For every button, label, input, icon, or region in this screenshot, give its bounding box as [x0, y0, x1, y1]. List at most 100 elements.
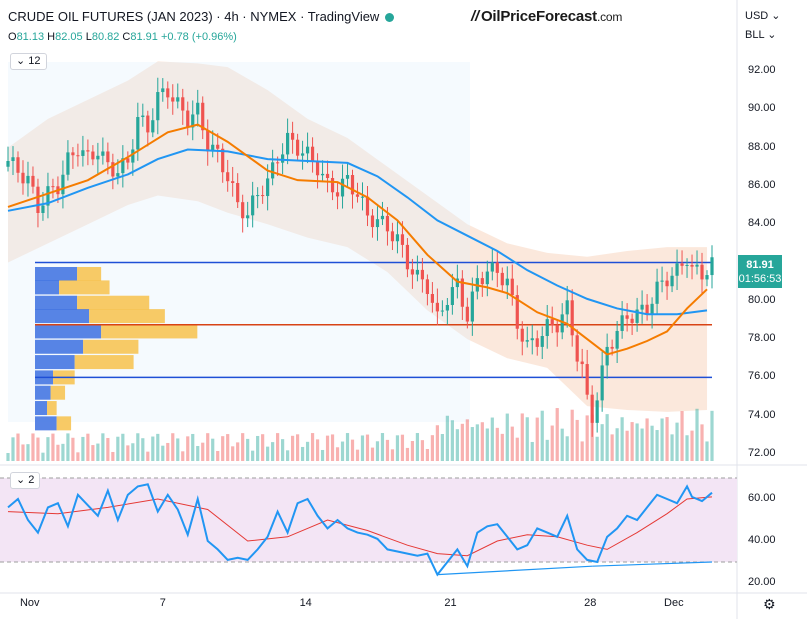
candle-body [515, 295, 519, 329]
currency-selector[interactable]: USD ⌄ [745, 10, 781, 22]
candle-body [186, 110, 190, 128]
volume-bar [460, 423, 464, 461]
volume-bar [325, 435, 330, 461]
candles [6, 77, 714, 461]
volume-bar [435, 425, 439, 461]
volume-bar [415, 433, 420, 461]
candle-body [565, 300, 569, 315]
volume-profile-bar-up [35, 295, 78, 310]
candle-body [171, 97, 175, 102]
volume-bar [645, 418, 649, 461]
candle-body [510, 278, 514, 296]
candle-body [675, 263, 679, 276]
candle-body [290, 132, 295, 140]
volume-profile-bar-up [35, 339, 84, 354]
volume-bar [261, 434, 265, 461]
candle-body [650, 303, 654, 315]
candle-body [101, 151, 105, 156]
candle-body [176, 97, 180, 102]
candle-body [640, 304, 644, 310]
volume-profile-bar-down [77, 295, 150, 310]
candle-body [76, 155, 80, 157]
main-indicators-toggle[interactable]: ⌄ 12 [10, 53, 47, 70]
high-value: 82.05 [55, 31, 83, 43]
volume-bar [515, 437, 519, 461]
candle-body [390, 231, 395, 242]
candle-body [550, 319, 554, 326]
volume-profile-bar-up [35, 401, 48, 416]
volume-bar [465, 419, 469, 461]
volume-bar [16, 433, 20, 461]
candle-body [520, 328, 524, 342]
volume-bar [530, 441, 534, 461]
volume-bar [310, 433, 315, 461]
close-value: 81.91 [130, 31, 158, 43]
volume-bar [635, 423, 639, 461]
rsi-indicators-toggle[interactable]: ⌄ 2 [10, 472, 41, 489]
volume-bar [670, 434, 674, 461]
volume-profile-bar-down [101, 324, 198, 339]
volume-bar [545, 439, 549, 461]
price-tick-label: 78.00 [748, 332, 776, 345]
volume-bar [470, 427, 474, 461]
volume-bar [256, 435, 260, 461]
ma-fast-line [7, 123, 708, 356]
volume-bar [360, 435, 365, 461]
unit-selector[interactable]: BLL ⌄ [745, 29, 777, 41]
volume-bar [286, 450, 290, 461]
candle-body [490, 262, 494, 272]
volume-bar [405, 447, 410, 461]
open-label: O [8, 31, 17, 43]
candle-body [625, 315, 629, 319]
volume-profile-bar-down [89, 309, 165, 324]
volume-bar [610, 434, 614, 461]
candle-body [645, 304, 649, 315]
candle-body [216, 144, 220, 149]
volume-bar [201, 442, 205, 461]
candle-body [425, 279, 430, 295]
candle-body [690, 265, 694, 267]
candle-body [51, 186, 55, 188]
candle-body [261, 195, 265, 197]
volume-bar [520, 413, 524, 461]
candle-body [96, 155, 100, 160]
chart-title: CRUDE OIL FUTURES (JAN 2023) · 4h · NYME… [8, 9, 395, 24]
volume-bar [400, 434, 405, 461]
rsi-band [0, 478, 737, 562]
bar-countdown: 01:56:53 [738, 273, 782, 285]
volume-bar [251, 450, 255, 461]
volume-bar [485, 428, 489, 461]
high-label: H [47, 31, 56, 43]
candle-body [126, 158, 130, 163]
candle-body [211, 144, 215, 152]
settings-icon[interactable]: ⚙ [763, 596, 776, 612]
candle-body [445, 304, 449, 311]
volume-bar [425, 448, 430, 461]
unit-label: BLL [745, 29, 765, 41]
candle-body [375, 219, 380, 228]
candle-body [166, 88, 170, 98]
candle-body [295, 139, 300, 156]
close-label: C [122, 31, 131, 43]
price-tick-label: 92.00 [748, 64, 776, 76]
candle-body [315, 161, 320, 176]
candle-body [665, 280, 669, 287]
candle-body [630, 318, 634, 323]
candle-body [555, 325, 559, 333]
candle-body [500, 272, 504, 286]
volume-bar [540, 410, 544, 461]
brand-mark-icon: // [471, 8, 479, 25]
volume-profile-bar-down [56, 416, 72, 431]
candle-body [355, 194, 360, 197]
candle-body [695, 264, 699, 267]
volume-bar [480, 422, 484, 461]
price-tick-label: 76.00 [748, 370, 776, 383]
volume-bar [151, 436, 155, 461]
candle-body [201, 102, 205, 131]
volume-bar [650, 425, 654, 461]
volume-bar [161, 445, 165, 461]
candle-body [276, 162, 280, 164]
brand-logo: //OilPriceForecast.com [471, 8, 622, 25]
volume-bar [585, 415, 589, 461]
